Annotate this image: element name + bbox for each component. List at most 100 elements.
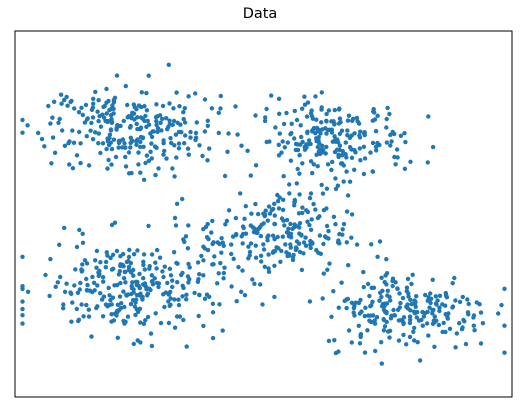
scatter-point-cluster-1 (52, 150, 58, 155)
scatter-point-cluster-5 (332, 338, 337, 343)
scatter-point-cluster-5 (412, 338, 417, 343)
scatter-point-cluster-5 (344, 297, 349, 302)
scatter-point-cluster-3 (170, 284, 175, 290)
scatter-point-cluster-4 (317, 214, 322, 219)
scatter-point-cluster-1 (144, 108, 150, 113)
scatter-point-cluster-3 (124, 259, 130, 265)
scatter-point-cluster-5 (382, 279, 387, 285)
scatter-point-cluster-4 (272, 237, 277, 242)
scatter-point-cluster-5 (480, 321, 486, 326)
scatter-point-cluster-2 (329, 167, 334, 173)
scatter-point-cluster-5 (349, 340, 354, 345)
scatter-point-cluster-3 (57, 242, 62, 247)
scatter-point-cluster-4 (293, 245, 299, 250)
scatter-point-cluster-5 (361, 269, 366, 275)
scatter-point-cluster-1 (216, 110, 221, 116)
scatter-point-cluster-4 (253, 201, 258, 207)
scatter-point-cluster-4 (253, 243, 258, 248)
scatter-point-cluster-5 (460, 294, 465, 300)
scatter-point-cluster-4 (266, 252, 271, 257)
scatter-point-cluster-3 (105, 253, 110, 258)
scatter-point-cluster-1 (138, 139, 143, 145)
scatter-point-cluster-3 (170, 278, 175, 283)
scatter-point-cluster-1 (148, 149, 153, 154)
scatter-point-cluster-1 (149, 156, 154, 161)
scatter-point-cluster-5 (401, 315, 407, 320)
scatter-point-cluster-2 (361, 171, 367, 177)
scatter-point-cluster-2 (269, 93, 274, 98)
scatter-point-cluster-4 (290, 226, 295, 231)
scatter-point-cluster-3 (61, 302, 66, 307)
scatter-point-cluster-3 (168, 273, 174, 278)
scatter-point-cluster-3 (160, 269, 165, 274)
scatter-point-cluster-5 (388, 298, 393, 303)
scatter-point-cluster-3 (84, 302, 89, 308)
scatter-point-cluster-1 (109, 120, 115, 126)
scatter-point-cluster-2 (347, 135, 353, 140)
scatter-point-cluster-5 (365, 281, 371, 287)
scatter-point-cluster-4 (275, 234, 280, 240)
scatter-point-cluster-5 (351, 310, 356, 315)
scatter-point-cluster-2 (281, 197, 286, 202)
scatter-point-cluster-3 (20, 306, 25, 312)
scatter-point-cluster-1 (91, 96, 96, 102)
scatter-point-cluster-1 (144, 124, 149, 129)
scatter-point-cluster-3 (121, 264, 126, 269)
scatter-point-cluster-1 (64, 94, 69, 100)
scatter-point-cluster-2 (285, 140, 290, 145)
scatter-point-cluster-2 (295, 166, 300, 172)
scatter-point-cluster-4 (216, 271, 221, 276)
scatter-point-cluster-3 (149, 252, 155, 257)
scatter-point-cluster-5 (387, 335, 392, 340)
scatter-point-cluster-2 (305, 130, 310, 136)
scatter-point-cluster-3 (84, 287, 90, 293)
scatter-point-cluster-4 (180, 196, 185, 202)
scatter-point-cluster-4 (243, 231, 249, 236)
scatter-point-cluster-2 (337, 131, 343, 136)
scatter-point-cluster-1 (20, 130, 25, 135)
scatter-point-cluster-1 (144, 153, 150, 158)
scatter-point-cluster-3 (80, 240, 86, 245)
scatter-point-cluster-1 (96, 141, 101, 146)
scatter-point-cluster-2 (352, 131, 357, 136)
scatter-point-cluster-3 (76, 317, 82, 322)
scatter-point-cluster-1 (65, 103, 70, 108)
scatter-point-cluster-4 (267, 211, 273, 216)
scatter-point-cluster-4 (301, 251, 306, 256)
scatter-point-cluster-5 (419, 317, 424, 323)
scatter-point-cluster-2 (264, 106, 269, 112)
scatter-point-cluster-4 (297, 221, 303, 226)
scatter-point-cluster-2 (253, 113, 258, 118)
scatter-point-cluster-3 (185, 274, 191, 279)
scatter-point-cluster-4 (252, 281, 257, 286)
scatter-point-cluster-1 (62, 143, 68, 148)
scatter-point-cluster-5 (379, 275, 384, 280)
scatter-point-cluster-5 (358, 333, 363, 338)
scatter-point-cluster-2 (426, 114, 431, 119)
scatter-point-cluster-3 (217, 302, 222, 307)
scatter-point-cluster-3 (158, 320, 164, 326)
scatter-point-cluster-5 (434, 318, 439, 323)
scatter-point-cluster-3 (103, 302, 109, 307)
scatter-point-cluster-3 (82, 258, 88, 263)
scatter-point-cluster-3 (145, 291, 151, 296)
scatter-point-cluster-2 (357, 146, 362, 151)
scatter-point-cluster-3 (148, 331, 154, 336)
scatter-point-cluster-3 (148, 287, 153, 293)
scatter-point-cluster-1 (148, 131, 153, 136)
scatter-point-cluster-2 (319, 90, 324, 95)
scatter-point-cluster-3 (103, 259, 109, 265)
scatter-point-cluster-3 (186, 280, 191, 285)
scatter-point-cluster-3 (187, 265, 192, 270)
scatter-point-cluster-4 (299, 267, 305, 273)
scatter-point-cluster-2 (324, 111, 329, 117)
scatter-point-cluster-2 (398, 133, 404, 138)
scatter-point-cluster-1 (172, 174, 177, 179)
scatter-point-cluster-1 (164, 116, 169, 121)
scatter-point-cluster-3 (103, 265, 109, 270)
scatter-point-cluster-4 (337, 241, 342, 246)
scatter-point-cluster-2 (333, 176, 338, 181)
scatter-point-cluster-5 (502, 323, 507, 328)
scatter-point-cluster-3 (154, 266, 159, 271)
scatter-point-cluster-3 (157, 255, 163, 260)
